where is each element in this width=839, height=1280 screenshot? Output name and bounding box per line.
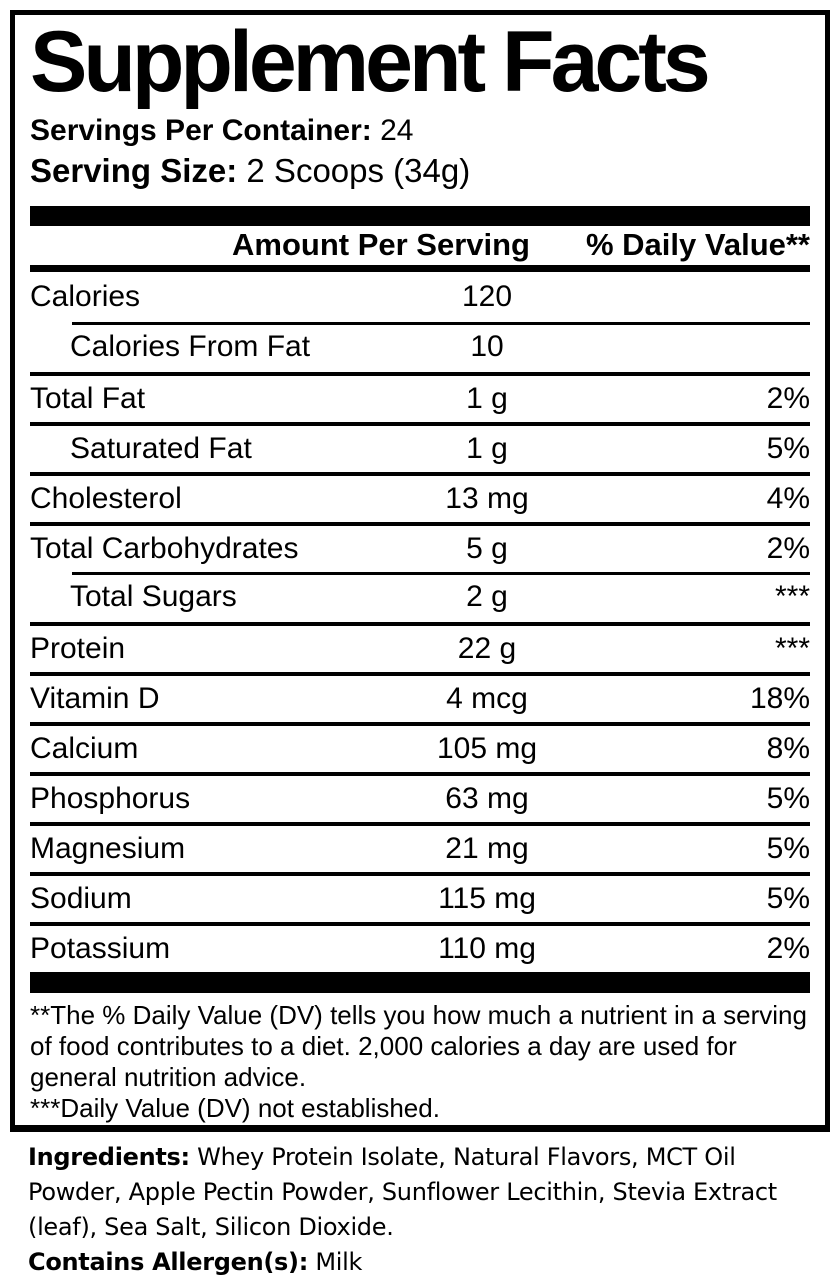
nutrient-name: Sodium	[30, 881, 132, 915]
nutrient-amount: 110 mg	[438, 931, 536, 965]
nutrient-daily-value: 5%	[766, 831, 810, 865]
nutrient-amount: 105 mg	[436, 731, 538, 765]
serving-size: Serving Size: 2 Scoops (34g)	[30, 153, 810, 189]
table-row: Calories 120	[30, 272, 810, 322]
table-row: Vitamin D 4 mcg 18%	[30, 671, 810, 722]
top-divider-bar	[30, 205, 810, 226]
ingredients-line: Ingredients: Whey Protein Isolate, Natur…	[28, 1140, 828, 1245]
nutrient-daily-value: 18%	[749, 681, 810, 715]
nutrient-name: Magnesium	[30, 831, 186, 865]
table-row: Protein 22 g ***	[30, 621, 810, 672]
nutrient-daily-value: 5%	[766, 881, 810, 915]
table-row: Cholesterol 13 mg 4%	[30, 471, 810, 522]
nutrient-daily-value: ***	[774, 579, 810, 613]
nutrient-name: Total Sugars	[70, 579, 237, 613]
serving-size-label: Serving Size:	[30, 152, 238, 190]
nutrient-name: Protein	[30, 631, 126, 665]
allergens-label: Contains Allergen(s):	[28, 1248, 309, 1276]
nutrient-daily-value: 2%	[766, 531, 810, 565]
nutrient-daily-value: 2%	[766, 381, 810, 415]
nutrient-amount: 115 mg	[438, 881, 536, 915]
supplement-facts-panel: Supplement Facts Servings Per Container:…	[10, 10, 830, 1132]
footnote-not-established: ***Daily Value (DV) not established.	[30, 1092, 440, 1123]
nutrient-amount: 4 mcg	[446, 681, 528, 715]
nutrient-name: Total Carbohydrates	[30, 531, 299, 565]
header-amount-per-serving: Amount Per Serving	[232, 227, 530, 263]
header-daily-value: % Daily Value**	[585, 227, 810, 263]
ingredients-text: Whey Protein Isolate, Natural Flavors, M…	[28, 1143, 777, 1241]
nutrient-name: Calories From Fat	[70, 329, 311, 363]
nutrient-daily-value: 4%	[766, 481, 810, 515]
footnotes: **The % Daily Value (DV) tells you how m…	[30, 993, 810, 1125]
nutrient-name: Cholesterol	[30, 481, 182, 515]
nutrient-amount: 1 g	[466, 381, 508, 415]
table-row: Total Sugars 2 g ***	[30, 571, 810, 622]
nutrient-amount: 1 g	[466, 431, 508, 465]
nutrient-amount: 13 mg	[445, 481, 529, 515]
table-row: Phosphorus 63 mg 5%	[30, 771, 810, 822]
servings-per-container-value: 24	[380, 114, 414, 148]
table-row: Saturated Fat 1 g 5%	[30, 421, 810, 472]
table-row: Total Fat 1 g 2%	[30, 371, 810, 422]
nutrient-daily-value: 8%	[766, 731, 810, 765]
ingredients-block: Ingredients: Whey Protein Isolate, Natur…	[28, 1140, 828, 1280]
nutrient-daily-value: 5%	[766, 781, 810, 815]
nutrient-amount: 21 mg	[445, 831, 529, 865]
bottom-divider-bar	[30, 971, 810, 993]
nutrient-amount: 120	[461, 279, 513, 313]
table-row: Calcium 105 mg 8%	[30, 721, 810, 772]
nutrient-name: Phosphorus	[30, 781, 191, 815]
table-header-row: Amount Per Serving % Daily Value**	[30, 226, 810, 272]
nutrient-name: Vitamin D	[30, 681, 160, 715]
allergens-value: Milk	[308, 1248, 363, 1276]
facts-rows: Calories 120 Calories From Fat 10 Total …	[30, 272, 810, 972]
nutrient-name: Calories	[30, 279, 141, 313]
nutrient-daily-value: 5%	[766, 431, 810, 465]
nutrient-amount: 2 g	[466, 579, 508, 613]
serving-size-value: 2 Scoops (34g)	[246, 152, 471, 190]
table-row: Magnesium 21 mg 5%	[30, 821, 810, 872]
nutrient-amount: 63 mg	[445, 781, 529, 815]
nutrient-daily-value: 2%	[766, 931, 810, 965]
ingredients-label: Ingredients:	[28, 1143, 190, 1171]
nutrient-name: Potassium	[30, 931, 171, 965]
nutrient-name: Saturated Fat	[70, 431, 252, 465]
nutrient-amount: 22 g	[457, 631, 517, 665]
servings-per-container-label: Servings Per Container:	[30, 114, 372, 148]
nutrient-amount: 5 g	[466, 531, 508, 565]
footnote-daily-value: **The % Daily Value (DV) tells you how m…	[30, 999, 807, 1092]
nutrient-daily-value: ***	[774, 631, 810, 665]
table-row: Sodium 115 mg 5%	[30, 871, 810, 922]
panel-title: Supplement Facts	[30, 14, 711, 110]
table-row: Potassium 110 mg 2%	[30, 921, 810, 972]
nutrient-name: Calcium	[30, 731, 139, 765]
table-row: Total Carbohydrates 5 g 2%	[30, 521, 810, 572]
table-row: Calories From Fat 10	[30, 321, 810, 372]
allergens-line: Contains Allergen(s): Milk	[28, 1245, 828, 1280]
servings-per-container: Servings Per Container: 24	[30, 114, 810, 147]
nutrient-name: Total Fat	[30, 381, 146, 415]
nutrient-amount: 10	[470, 329, 504, 363]
